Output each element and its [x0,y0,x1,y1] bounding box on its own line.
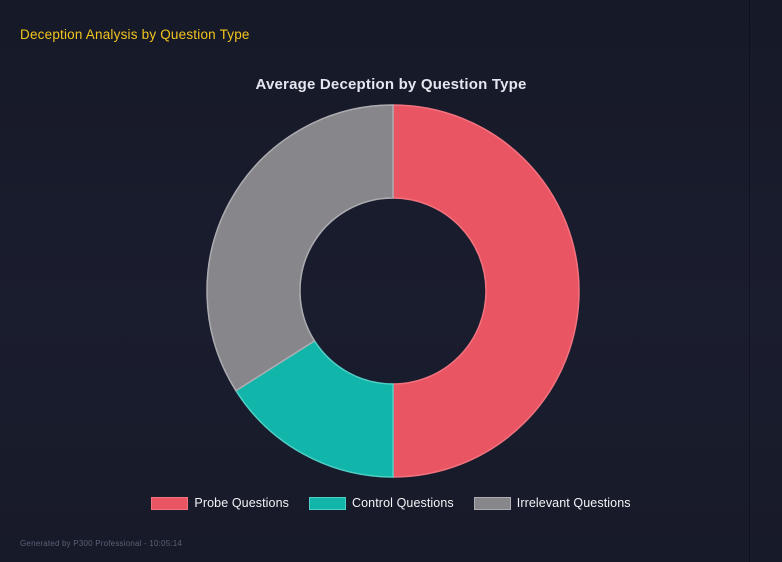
footer-text: Generated by P300 Professional - 10:05:1… [20,539,183,548]
panel-divider [749,0,750,562]
donut-slice-probe-questions[interactable] [392,104,580,478]
legend-label-irrelevant-questions: Irrelevant Questions [516,496,631,510]
chart-legend: Probe Questions Control Questions Irreleva… [0,496,782,510]
chart-title: Average Deception by Question Type [255,76,527,93]
legend-swatch-control-questions [309,496,346,510]
legend-label-probe-questions: Probe Questions [194,496,289,510]
legend-item-control-questions[interactable]: Control Questions [309,496,454,510]
legend-item-irrelevant-questions[interactable]: Irrelevant Questions [473,496,631,510]
page-title: Deception Analysis by Question Type [20,27,250,42]
legend-label-control-questions: Control Questions [352,496,454,510]
donut-chart[interactable] [203,101,583,481]
legend-swatch-probe-questions [151,496,189,510]
legend-item-probe-questions[interactable]: Probe Questions [151,496,289,510]
donut-slice-control-questions[interactable] [235,340,394,478]
legend-swatch-irrelevant-questions [473,496,511,510]
donut-slice-irrelevant-questions[interactable] [206,104,394,392]
